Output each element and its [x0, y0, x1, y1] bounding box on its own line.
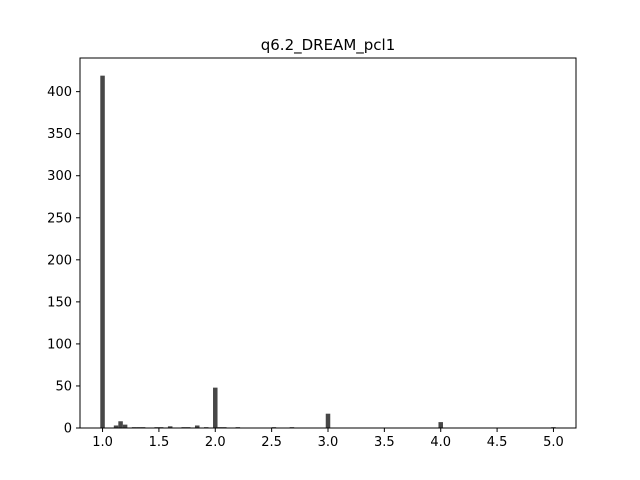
x-tick-label: 3.0 — [318, 435, 339, 450]
histogram-bar — [194, 425, 200, 428]
y-tick-label: 200 — [47, 253, 72, 268]
histogram-bar — [167, 426, 173, 428]
x-tick-label: 5.0 — [543, 435, 564, 450]
histogram-bar — [213, 387, 218, 428]
histogram-bar — [118, 421, 123, 428]
x-tick-label: 3.5 — [374, 435, 395, 450]
chart-title: q6.2_DREAM_pcl1 — [261, 36, 396, 55]
y-tick-label: 400 — [47, 85, 72, 100]
y-tick-label: 0 — [64, 422, 72, 437]
histogram-bar — [113, 425, 119, 428]
y-tick-label: 250 — [47, 211, 72, 226]
y-tick-label: 300 — [47, 169, 72, 184]
x-tick-label: 4.0 — [430, 435, 451, 450]
y-tick-label: 350 — [47, 127, 72, 142]
x-tick-label: 1.0 — [92, 435, 113, 450]
histogram-bar — [325, 413, 331, 428]
x-tick-label: 2.5 — [261, 435, 282, 450]
y-tick-label: 150 — [47, 295, 72, 310]
y-tick-label: 100 — [47, 337, 72, 352]
plot-area-frame — [79, 57, 577, 429]
histogram-bar — [122, 424, 128, 428]
x-tick-label: 2.0 — [205, 435, 226, 450]
x-tick-label: 1.5 — [149, 435, 170, 450]
histogram-bar — [438, 422, 443, 428]
y-axis: 0 50 100 150 200 250 300 350 400 — [47, 85, 80, 437]
x-tick-label: 4.5 — [487, 435, 508, 450]
histogram-bar — [100, 75, 105, 428]
y-tick-label: 50 — [55, 379, 72, 394]
x-axis: 1.0 1.5 2.0 2.5 3.0 3.5 4.0 4.5 5.0 — [92, 428, 564, 450]
